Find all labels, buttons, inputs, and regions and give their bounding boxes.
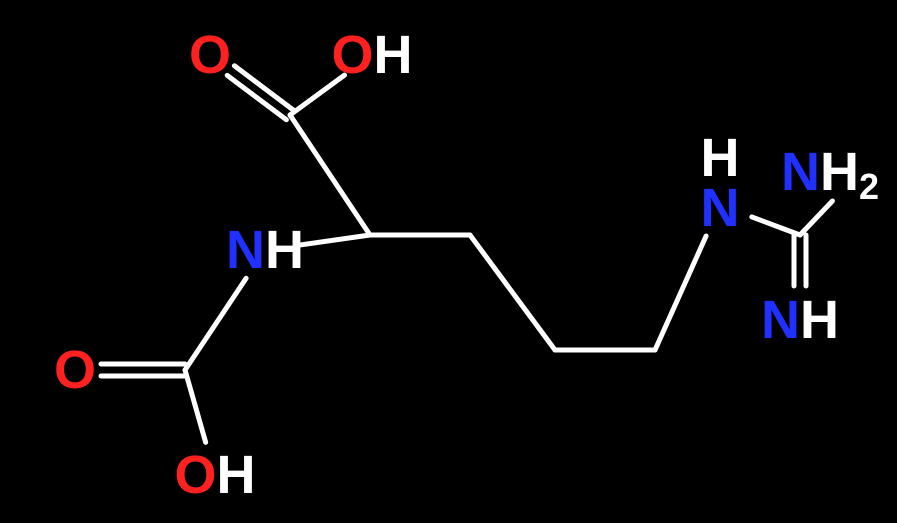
- atom-O1: O: [189, 25, 231, 85]
- atom-O2: O: [54, 340, 96, 400]
- svg-text:O: O: [189, 25, 231, 85]
- bonds-layer: [101, 66, 832, 443]
- svg-text:O: O: [54, 340, 96, 400]
- molecule-canvas: O OH NH O OH HN NH2 NH: [0, 0, 897, 523]
- bond: [299, 235, 370, 245]
- svg-text:N: N: [701, 178, 740, 238]
- bond: [185, 370, 206, 442]
- svg-text:OH: OH: [331, 25, 412, 85]
- atom-N3: NH2: [781, 142, 879, 207]
- bond: [752, 217, 800, 235]
- atoms-layer: O OH NH O OH HN NH2 NH: [54, 25, 879, 505]
- atom-N4: NH: [761, 290, 839, 350]
- bond: [290, 115, 370, 235]
- bond: [470, 235, 555, 350]
- atom-N1: NH: [226, 220, 304, 280]
- atom-OH1: OH: [331, 25, 412, 85]
- atom-OH2: OH: [174, 445, 255, 505]
- bond: [655, 236, 706, 350]
- svg-text:NH: NH: [761, 290, 839, 350]
- bond: [800, 201, 832, 235]
- bond: [185, 278, 246, 370]
- svg-text:NH: NH: [226, 220, 304, 280]
- svg-text:OH: OH: [174, 445, 255, 505]
- svg-text:NH2: NH2: [781, 142, 879, 207]
- atom-N2: HN: [701, 128, 740, 238]
